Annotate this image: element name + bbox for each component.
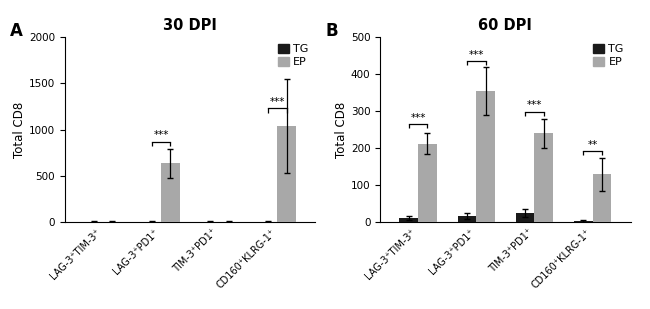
- Text: ***: ***: [153, 130, 169, 140]
- Bar: [418, 144, 437, 222]
- Bar: [534, 133, 553, 222]
- Bar: [399, 218, 418, 222]
- Text: A: A: [10, 22, 23, 40]
- Y-axis label: Total CD8: Total CD8: [335, 102, 348, 158]
- Y-axis label: Total CD8: Total CD8: [13, 102, 26, 158]
- Bar: [458, 216, 476, 222]
- Bar: [574, 221, 593, 222]
- Legend: TG, EP: TG, EP: [277, 43, 310, 69]
- Bar: [476, 91, 495, 222]
- Text: ***: ***: [410, 113, 426, 123]
- Bar: [161, 163, 179, 222]
- Legend: TG, EP: TG, EP: [592, 43, 625, 69]
- Text: ***: ***: [469, 50, 484, 60]
- Bar: [593, 174, 611, 222]
- Text: ***: ***: [270, 97, 285, 107]
- Text: B: B: [325, 22, 338, 40]
- Bar: [516, 213, 534, 222]
- Text: **: **: [588, 140, 598, 150]
- Text: ***: ***: [526, 100, 542, 111]
- Bar: [278, 126, 296, 222]
- Title: 60 DPI: 60 DPI: [478, 18, 532, 33]
- Title: 30 DPI: 30 DPI: [163, 18, 217, 33]
